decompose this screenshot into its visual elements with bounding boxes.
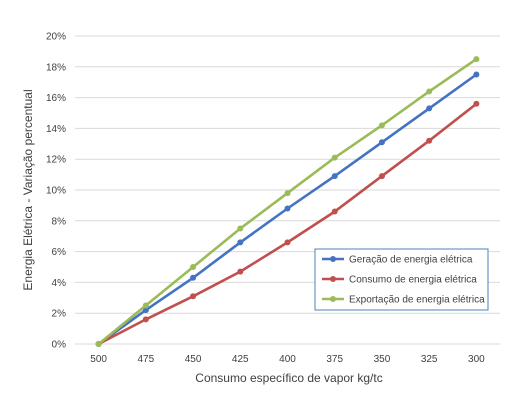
y-tick-label: 12%	[46, 155, 66, 166]
data-point	[331, 208, 338, 215]
data-point	[378, 139, 385, 146]
data-point	[142, 302, 149, 309]
legend-marker	[330, 276, 336, 282]
data-point	[331, 173, 338, 180]
x-tick-label: 375	[326, 354, 343, 365]
data-point	[284, 239, 291, 246]
x-tick-label: 500	[90, 354, 107, 365]
data-point	[331, 154, 338, 161]
x-tick-label: 325	[421, 354, 438, 365]
data-point	[426, 137, 433, 144]
x-tick-labels: 500 475 450 425 400 375 350 325 300	[90, 354, 485, 365]
x-tick-label: 450	[185, 354, 202, 365]
y-tick-label: 4%	[52, 278, 67, 289]
data-point	[190, 274, 197, 281]
y-axis-title: Energia Elétrica - Variação percentual	[21, 89, 35, 290]
data-point	[95, 341, 102, 347]
y-tick-label: 2%	[52, 309, 67, 320]
y-tick-label: 14%	[46, 124, 66, 135]
data-point	[426, 88, 433, 95]
y-tick-label: 0%	[52, 340, 67, 351]
y-tick-label: 18%	[46, 62, 66, 73]
legend-label: Geração de energia elétrica	[349, 255, 473, 266]
legend-label: Consumo de energia elétrica	[349, 275, 477, 286]
y-tick-label: 16%	[46, 93, 66, 104]
data-point	[426, 105, 433, 112]
x-axis-title: Consumo específico de vapor kg/tc	[195, 371, 382, 385]
data-point	[237, 268, 244, 275]
y-tick-label: 6%	[52, 247, 67, 258]
x-tick-label: 300	[468, 354, 485, 365]
x-tick-label: 475	[137, 354, 154, 365]
data-point	[473, 56, 480, 63]
legend-label: Exportação de energia elétrica	[349, 295, 485, 306]
data-point	[378, 122, 385, 129]
gridlines	[75, 35, 500, 345]
data-point	[284, 190, 291, 197]
data-point	[378, 173, 385, 180]
data-point	[190, 264, 197, 270]
data-point	[237, 225, 244, 232]
x-tick-label: 400	[279, 354, 296, 365]
x-tick-label: 425	[232, 354, 249, 365]
data-point	[284, 205, 291, 212]
series-group	[95, 56, 480, 347]
data-point	[237, 239, 244, 246]
y-tick-label: 10%	[46, 186, 66, 197]
data-point	[190, 293, 197, 300]
y-tick-label: 20%	[46, 32, 66, 43]
data-point	[142, 307, 149, 314]
legend-marker	[330, 256, 336, 262]
y-tick-labels: 0% 2% 4% 6% 8% 10% 12% 14% 16% 18% 20%	[46, 32, 66, 351]
x-tick-label: 350	[374, 354, 391, 365]
data-point	[142, 316, 149, 323]
data-point	[473, 71, 480, 78]
legend-marker	[330, 296, 336, 302]
legend: Geração de energia elétrica Consumo de en…	[314, 248, 489, 311]
y-tick-label: 8%	[52, 216, 67, 227]
data-point	[473, 100, 480, 107]
